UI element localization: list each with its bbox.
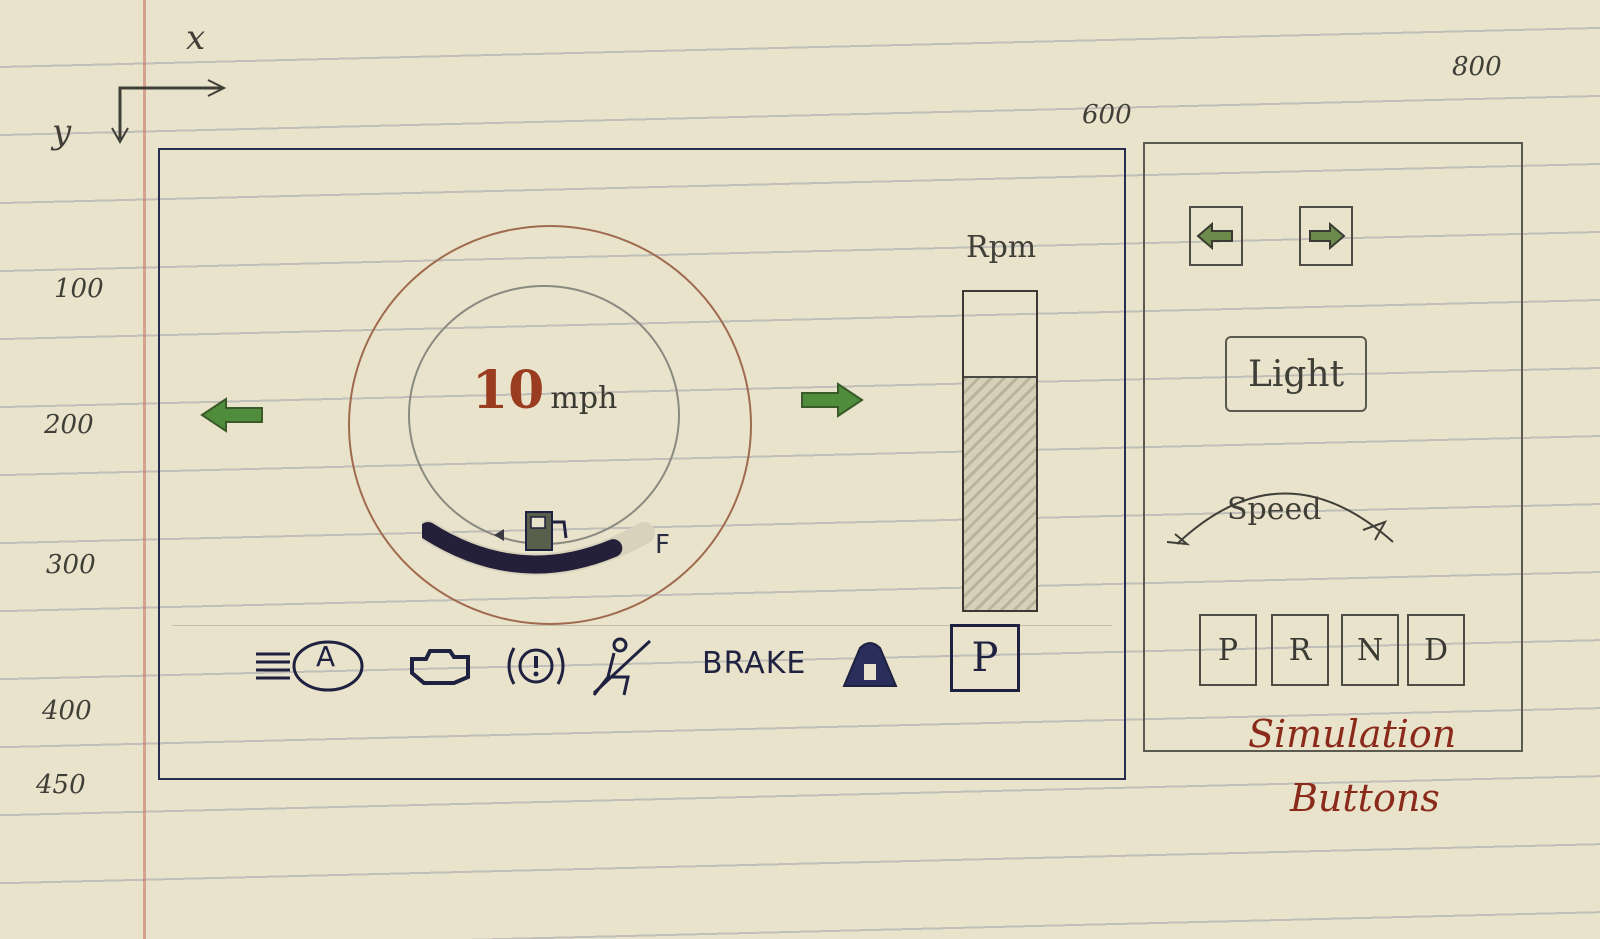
rpm-bar (962, 290, 1038, 612)
right-signal-button[interactable] (1299, 206, 1353, 266)
engine-check-icon (410, 649, 470, 685)
x-tick-800: 800 (1452, 52, 1502, 82)
speed-slider-label: Speed (1227, 492, 1322, 527)
door-open-icon (842, 642, 898, 687)
speed-value: 10 (472, 360, 545, 421)
rpm-label: Rpm (966, 230, 1037, 265)
brake-warning: BRAKE (702, 646, 807, 681)
dashboard-canvas: 10 mph F Rpm A (158, 148, 1126, 780)
seatbelt-icon (592, 637, 652, 696)
simulation-caption-line1: Simulation (1248, 712, 1457, 756)
y-tick-450: 450 (36, 770, 86, 800)
seatbelt-indicator (582, 626, 662, 706)
right-arrow-icon (1309, 221, 1346, 251)
y-tick-100: 100 (54, 274, 104, 304)
axis-arrows (111, 79, 227, 145)
left-arrow-icon (200, 397, 263, 433)
left-turn-signal (200, 395, 266, 439)
gear-button-d[interactable]: D (1407, 614, 1465, 686)
simulation-panel: Light Speed P R N D (1143, 142, 1523, 752)
gear-button-n[interactable]: N (1341, 614, 1399, 686)
y-axis-label: y (52, 112, 72, 152)
light-button[interactable]: Light (1225, 336, 1367, 412)
speed-slider[interactable] (1163, 464, 1403, 554)
fuel-full-label: F (655, 530, 670, 560)
auto-label: A (316, 640, 336, 673)
y-tick-400: 400 (42, 696, 92, 726)
x-tick-600: 600 (1082, 100, 1132, 130)
warning-light-tray: A BRAKE (172, 624, 1112, 706)
fuel-gauge (422, 520, 655, 576)
headlight-auto-icon (256, 640, 364, 692)
speed-unit: mph (550, 381, 618, 416)
brake-fluid-icon (507, 647, 565, 685)
y-tick-200: 200 (44, 410, 94, 440)
left-arrow-icon (1196, 221, 1233, 251)
right-turn-signal (798, 380, 864, 424)
rpm-bar-fill (964, 375, 1036, 610)
engine-check-indicator (404, 626, 480, 706)
gear-button-p[interactable]: P (1199, 614, 1257, 686)
x-axis-label: x (186, 18, 206, 58)
door-open-indicator (832, 626, 908, 706)
parking-brake-icon: P (971, 635, 999, 681)
right-arrow-icon (801, 382, 864, 418)
notebook-margin-line (143, 0, 146, 939)
left-signal-button[interactable] (1189, 206, 1243, 266)
parking-brake-indicator: P (950, 624, 1020, 692)
y-tick-300: 300 (46, 550, 96, 580)
speed-readout: 10 mph (472, 360, 682, 421)
speedometer-outer-ring (348, 225, 752, 625)
auto-headlight-indicator: A (252, 626, 372, 706)
fuel-pump-icon (525, 511, 568, 551)
gear-button-r[interactable]: R (1271, 614, 1329, 686)
simulation-caption-line2: Buttons (1290, 776, 1440, 820)
brake-fluid-indicator (502, 626, 570, 706)
